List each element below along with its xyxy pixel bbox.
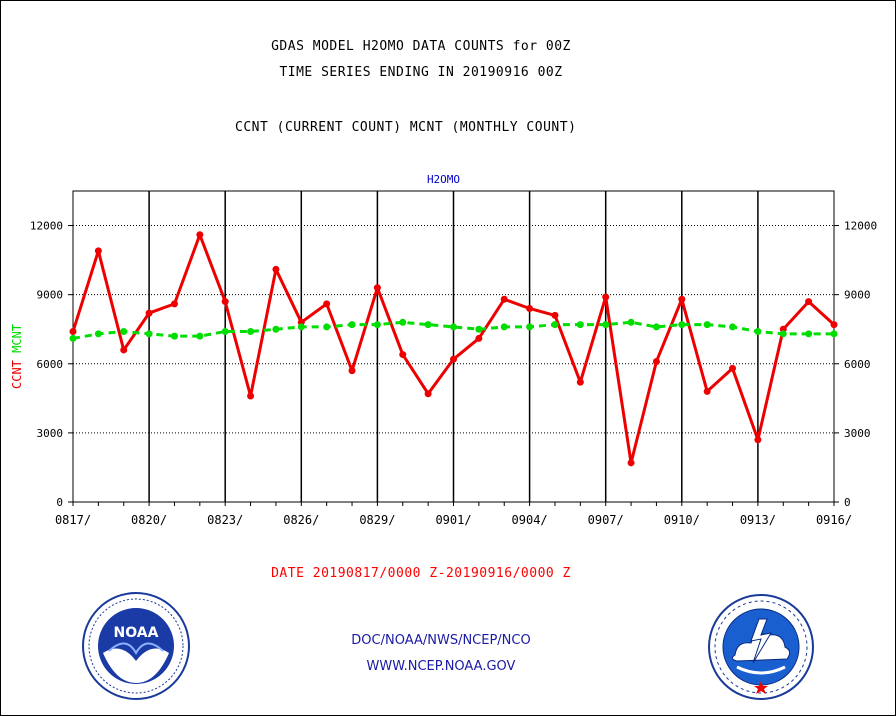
noaa-logo: NOAA bbox=[82, 592, 190, 700]
point-mcnt bbox=[94, 330, 102, 338]
point-ccnt bbox=[602, 293, 610, 301]
point-ccnt bbox=[450, 355, 457, 363]
y-tick-label-right: 0 bbox=[844, 496, 851, 509]
point-ccnt bbox=[678, 295, 686, 303]
point-mcnt bbox=[297, 323, 305, 331]
point-mcnt bbox=[348, 321, 356, 329]
plot-title: H2OMO bbox=[427, 173, 460, 186]
date-range-label: DATE 20190817/0000 Z-20190916/0000 Z bbox=[271, 566, 571, 581]
x-tick-label: 0820/ bbox=[131, 513, 167, 527]
y-axis-label: CCNT MCNT bbox=[10, 324, 24, 389]
point-mcnt bbox=[69, 334, 77, 342]
point-ccnt bbox=[221, 298, 229, 306]
x-tick-label: 0823/ bbox=[207, 513, 243, 527]
y-tick-label-left: 12000 bbox=[30, 220, 63, 233]
x-tick-label: 0916/ bbox=[816, 513, 852, 527]
point-ccnt bbox=[323, 300, 331, 308]
x-tick-label: 0907/ bbox=[588, 513, 624, 527]
point-ccnt bbox=[424, 390, 432, 398]
y-axis-label-mcnt: MCNT bbox=[10, 324, 24, 360]
chart-subtitle: CCNT (CURRENT COUNT) MCNT (MONTHLY COUNT… bbox=[235, 120, 577, 135]
point-mcnt bbox=[703, 321, 711, 329]
point-ccnt bbox=[703, 387, 711, 395]
chart-title-line-2: TIME SERIES ENDING IN 20190916 00Z bbox=[279, 65, 563, 80]
y-tick-label-left: 0 bbox=[56, 496, 63, 509]
point-ccnt bbox=[805, 298, 813, 306]
point-ccnt bbox=[94, 247, 102, 255]
nws-logo bbox=[708, 594, 814, 700]
point-ccnt bbox=[627, 459, 635, 467]
y-tick-label-left: 3000 bbox=[37, 427, 64, 440]
credit-line-1: DOC/NOAA/NWS/NCEP/NCO bbox=[351, 633, 531, 648]
point-mcnt bbox=[221, 328, 229, 336]
y-tick-label-right: 3000 bbox=[844, 427, 871, 440]
point-ccnt bbox=[551, 311, 559, 319]
point-ccnt bbox=[399, 351, 407, 359]
x-tick-label: 0913/ bbox=[740, 513, 776, 527]
chart-title-line-1: GDAS MODEL H2OMO DATA COUNTS for 00Z bbox=[271, 39, 571, 54]
x-tick-label: 0910/ bbox=[664, 513, 700, 527]
point-mcnt bbox=[373, 321, 381, 329]
x-tick-label: 0829/ bbox=[359, 513, 395, 527]
point-ccnt bbox=[576, 378, 584, 386]
point-mcnt bbox=[805, 330, 813, 338]
point-ccnt bbox=[652, 357, 660, 365]
y-tick-label-left: 9000 bbox=[37, 289, 64, 302]
point-mcnt bbox=[247, 328, 255, 336]
point-ccnt bbox=[196, 231, 204, 239]
point-mcnt bbox=[576, 321, 584, 329]
point-mcnt bbox=[678, 321, 686, 329]
noaa-logo-text: NOAA bbox=[114, 625, 159, 641]
point-mcnt bbox=[779, 330, 787, 338]
point-mcnt bbox=[602, 321, 610, 329]
x-tick-label: 0904/ bbox=[512, 513, 548, 527]
point-ccnt bbox=[247, 392, 255, 400]
point-ccnt bbox=[830, 321, 838, 329]
point-mcnt bbox=[754, 328, 762, 336]
y-tick-label-left: 6000 bbox=[37, 358, 64, 371]
point-ccnt bbox=[348, 367, 356, 375]
point-mcnt bbox=[120, 328, 128, 336]
point-ccnt bbox=[526, 304, 534, 312]
point-mcnt bbox=[551, 321, 559, 329]
y-tick-label-right: 6000 bbox=[844, 358, 871, 371]
point-mcnt bbox=[830, 330, 838, 338]
y-tick-label-right: 12000 bbox=[844, 220, 877, 233]
point-mcnt bbox=[526, 323, 534, 331]
point-mcnt bbox=[170, 332, 178, 340]
point-mcnt bbox=[196, 332, 204, 340]
x-tick-label: 0817/ bbox=[55, 513, 91, 527]
point-ccnt bbox=[475, 334, 483, 342]
point-mcnt bbox=[323, 323, 331, 331]
point-mcnt bbox=[450, 323, 457, 331]
point-mcnt bbox=[627, 318, 635, 326]
x-tick-label: 0901/ bbox=[435, 513, 471, 527]
point-ccnt bbox=[69, 328, 77, 336]
point-ccnt bbox=[170, 300, 178, 308]
point-mcnt bbox=[500, 323, 508, 331]
point-ccnt bbox=[754, 436, 762, 444]
point-mcnt bbox=[729, 323, 737, 331]
point-ccnt bbox=[729, 364, 737, 372]
point-mcnt bbox=[424, 321, 432, 329]
point-ccnt bbox=[120, 346, 128, 354]
point-mcnt bbox=[475, 325, 483, 333]
point-mcnt bbox=[272, 325, 280, 333]
point-ccnt bbox=[145, 309, 153, 317]
point-mcnt bbox=[399, 318, 407, 326]
y-tick-label-right: 9000 bbox=[844, 289, 871, 302]
x-tick-label: 0826/ bbox=[283, 513, 319, 527]
point-ccnt bbox=[272, 265, 280, 273]
y-axis-label-ccnt: CCNT bbox=[10, 360, 24, 389]
point-ccnt bbox=[500, 295, 508, 303]
credit-line-2: WWW.NCEP.NOAA.GOV bbox=[366, 659, 516, 674]
point-mcnt bbox=[652, 323, 660, 331]
point-mcnt bbox=[145, 330, 153, 338]
point-ccnt bbox=[373, 284, 381, 292]
